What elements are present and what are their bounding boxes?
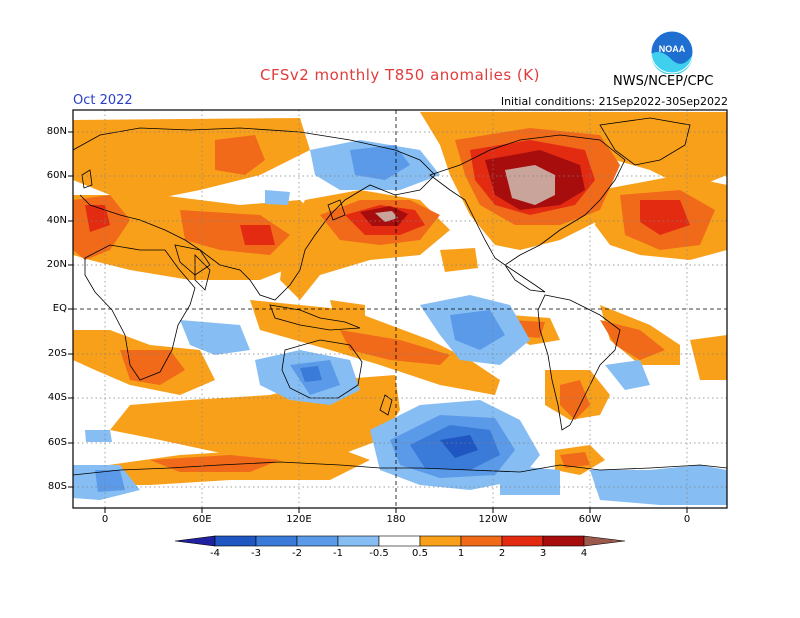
- noaa-logo-icon: NOAA: [650, 30, 694, 74]
- lat-label-40s: 40S: [47, 392, 67, 403]
- colorbar-swatch-05-1: [419, 535, 462, 547]
- anomaly-field: [73, 112, 727, 505]
- colorbar-swatch-neutral: [378, 535, 421, 547]
- svg-text:NOAA: NOAA: [659, 44, 686, 54]
- colorbar-swatch-2-1: [296, 535, 339, 547]
- colorbar-label-3: 3: [539, 548, 547, 559]
- lat-label-80s: 80S: [47, 481, 67, 492]
- equator-dateline: [73, 110, 727, 508]
- colorbar-swatch-2-3: [501, 535, 544, 547]
- agency-label: NWS/NCEP/CPC: [613, 74, 714, 89]
- month-label: Oct 2022: [73, 93, 133, 108]
- colorbar-swatch-1-05: [337, 535, 380, 547]
- colorbar-label-1: 1: [457, 548, 465, 559]
- lon-label-120e: 120E: [286, 514, 312, 525]
- lat-label-eq: EQ: [52, 303, 67, 314]
- colorbar-label-4: 4: [580, 548, 588, 559]
- colorbar-label-neg05: -0.5: [369, 548, 389, 559]
- colorbar-label-neg1: -1: [333, 548, 343, 559]
- initial-conditions: Initial conditions: 21Sep2022-30Sep2022: [500, 95, 728, 108]
- coastlines: [73, 117, 727, 476]
- colorbar-label-neg3: -3: [251, 548, 261, 559]
- lat-label-60n: 60N: [46, 170, 67, 181]
- lon-label-180: 180: [386, 514, 406, 525]
- lon-label-0: 0: [101, 514, 109, 525]
- lon-label-120w: 120W: [478, 514, 508, 525]
- colorbar-swatch-3-4: [542, 535, 585, 547]
- colorbar-swatch-gt-4: [583, 535, 626, 547]
- lat-label-60s: 60S: [47, 437, 67, 448]
- lon-label-60w: 60W: [578, 514, 602, 525]
- colorbar-swatch-lt-4: [174, 535, 216, 547]
- colorbar-label-neg2: -2: [292, 548, 302, 559]
- colorbar-label-05: 0.5: [412, 548, 428, 559]
- colorbar-label-2: 2: [498, 548, 506, 559]
- lat-label-40n: 40N: [46, 215, 67, 226]
- lat-label-20s: 20S: [47, 348, 67, 359]
- chart-title: CFSv2 monthly T850 anomalies (K): [260, 66, 540, 84]
- colorbar-label-neg4: -4: [210, 548, 220, 559]
- lat-label-80n: 80N: [46, 126, 67, 137]
- colorbar-swatch-3-2: [255, 535, 298, 547]
- lon-label-0-east: 0: [683, 514, 691, 525]
- lat-label-20n: 20N: [46, 259, 67, 270]
- colorbar: [174, 535, 626, 547]
- colorbar-swatch-1-2: [460, 535, 503, 547]
- colorbar-swatch-4-3: [214, 535, 257, 547]
- lon-label-60e: 60E: [192, 514, 212, 525]
